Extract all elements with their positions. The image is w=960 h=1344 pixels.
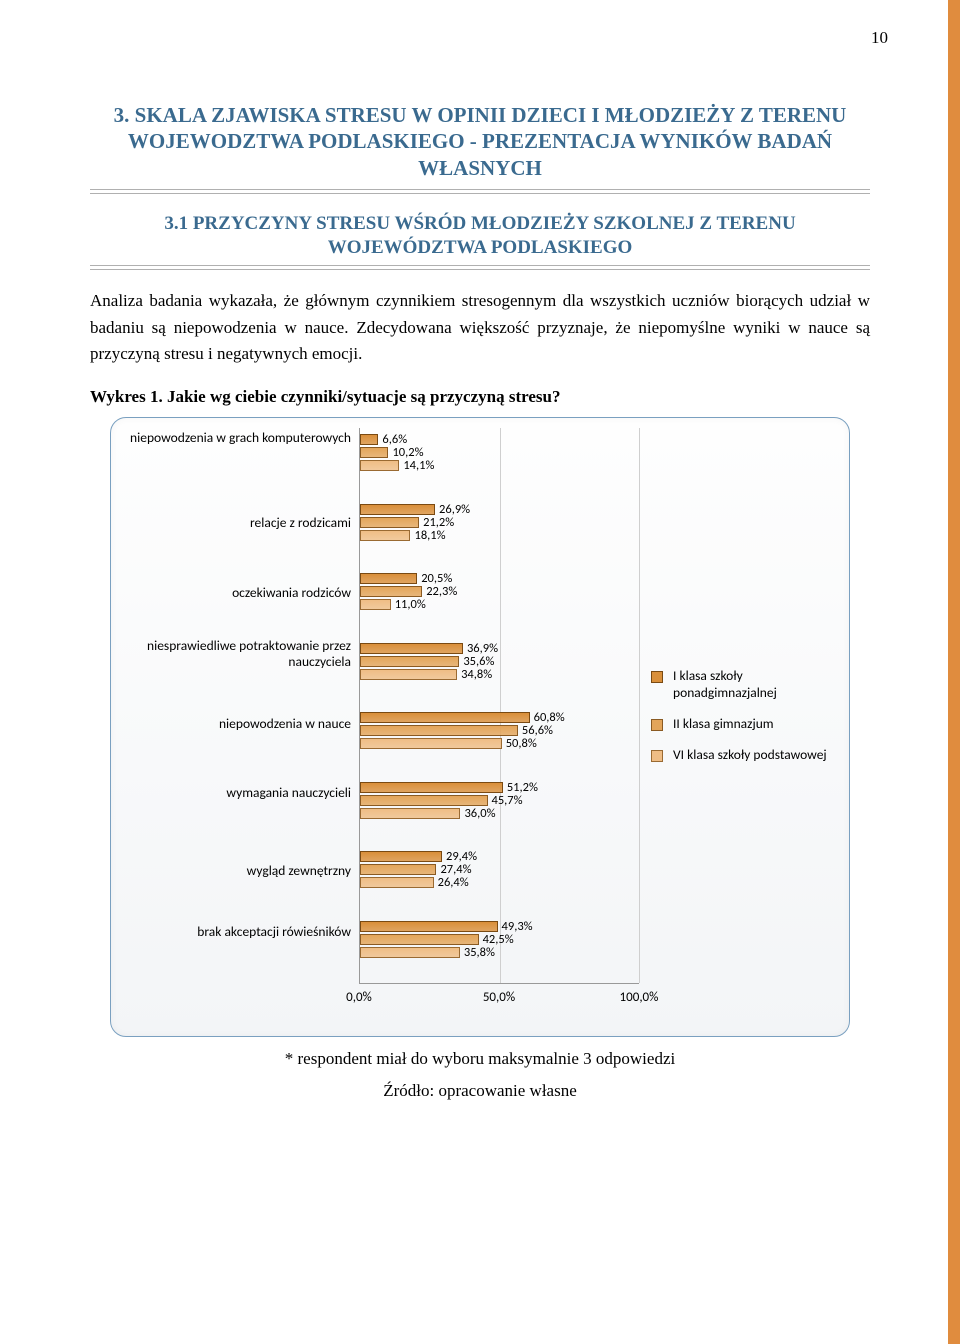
x-tick-label: 100,0% (620, 990, 659, 1005)
section-heading: 3. SKALA ZJAWISKA STRESU W OPINII DZIECI… (90, 102, 870, 181)
chart-bar (360, 573, 417, 584)
chart-bar (360, 738, 502, 749)
chart-bar (360, 725, 518, 736)
chart-bar (360, 586, 422, 597)
category-label: oczekiwania rodziców (121, 585, 351, 601)
bar-value-label: 26,4% (438, 875, 469, 890)
gridline (500, 428, 501, 983)
chart-bar (360, 643, 463, 654)
subheading-underline (90, 265, 870, 270)
chart-bar (360, 669, 457, 680)
chart-legend: I klasa szkoły ponadgimnazjalnej II klasa… (651, 668, 849, 778)
legend-label: I klasa szkoły ponadgimnazjalnej (673, 667, 777, 701)
subsection-heading: 3.1 PRZYCZYNY STRESU WŚRÓD MŁODZIEŻY SZK… (90, 212, 870, 260)
chart-bar (360, 504, 435, 515)
chart-bar (360, 434, 378, 445)
chart-bar (360, 460, 399, 471)
chart-bar (360, 934, 479, 945)
chart-bar (360, 599, 391, 610)
chart-bar (360, 517, 419, 528)
category-label: niesprawiedliwe potraktowanie przez nauc… (121, 638, 351, 669)
legend-label: VI klasa szkoły podstawowej (673, 746, 827, 763)
chart-bar (360, 864, 436, 875)
chart-bar (360, 782, 503, 793)
side-accent-bar (948, 0, 960, 1344)
legend-label: II klasa gimnazjum (673, 715, 774, 732)
x-tick-label: 50,0% (483, 990, 515, 1005)
bar-value-label: 22,3% (426, 584, 457, 599)
bar-value-label: 35,8% (464, 945, 495, 960)
chart-bar (360, 656, 459, 667)
legend-item: VI klasa szkoły podstawowej (651, 747, 849, 764)
chart-bar (360, 447, 388, 458)
body-paragraph: Analiza badania wykazała, że głównym czy… (90, 288, 870, 367)
x-tick-label: 0,0% (346, 990, 372, 1005)
chart-bar (360, 947, 460, 958)
footnote-respondent: * respondent miał do wyboru maksymalnie … (90, 1049, 870, 1069)
bar-value-label: 50,8% (506, 736, 537, 751)
bar-value-label: 36,0% (464, 806, 495, 821)
gridline (639, 428, 640, 983)
chart-bar (360, 808, 460, 819)
page-number: 10 (871, 28, 888, 48)
chart-title: Wykres 1. Jakie wg ciebie czynniki/sytua… (90, 387, 870, 407)
legend-item: II klasa gimnazjum (651, 716, 849, 733)
legend-swatch (651, 671, 663, 683)
category-label: brak akceptacji rówieśników (121, 924, 351, 940)
category-label: niepowodzenia w grach komputerowych (121, 430, 351, 446)
footnote-source: Źródło: opracowanie własne (90, 1081, 870, 1101)
bar-value-label: 34,8% (461, 667, 492, 682)
chart-bar (360, 921, 498, 932)
category-label: niepowodzenia w nauce (121, 716, 351, 732)
bar-value-label: 11,0% (395, 597, 426, 612)
chart-bar (360, 851, 442, 862)
plot-area: 6,6%10,2%14,1%26,9%21,2%18,1%20,5%22,3%1… (359, 428, 639, 984)
bar-value-label: 18,1% (414, 528, 445, 543)
chart-container: 6,6%10,2%14,1%26,9%21,2%18,1%20,5%22,3%1… (110, 417, 850, 1037)
legend-swatch (651, 750, 663, 762)
bar-value-label: 45,7% (492, 793, 523, 808)
category-label: wygląd zewnętrzny (121, 863, 351, 879)
chart-bar (360, 530, 410, 541)
chart-bar (360, 877, 434, 888)
chart-bar (360, 795, 488, 806)
bar-value-label: 14,1% (403, 458, 434, 473)
legend-swatch (651, 719, 663, 731)
category-label: relacje z rodzicami (121, 515, 351, 531)
legend-item: I klasa szkoły ponadgimnazjalnej (651, 668, 849, 702)
category-label: wymagania nauczycieli (121, 785, 351, 801)
chart-bar (360, 712, 530, 723)
heading-underline (90, 189, 870, 194)
